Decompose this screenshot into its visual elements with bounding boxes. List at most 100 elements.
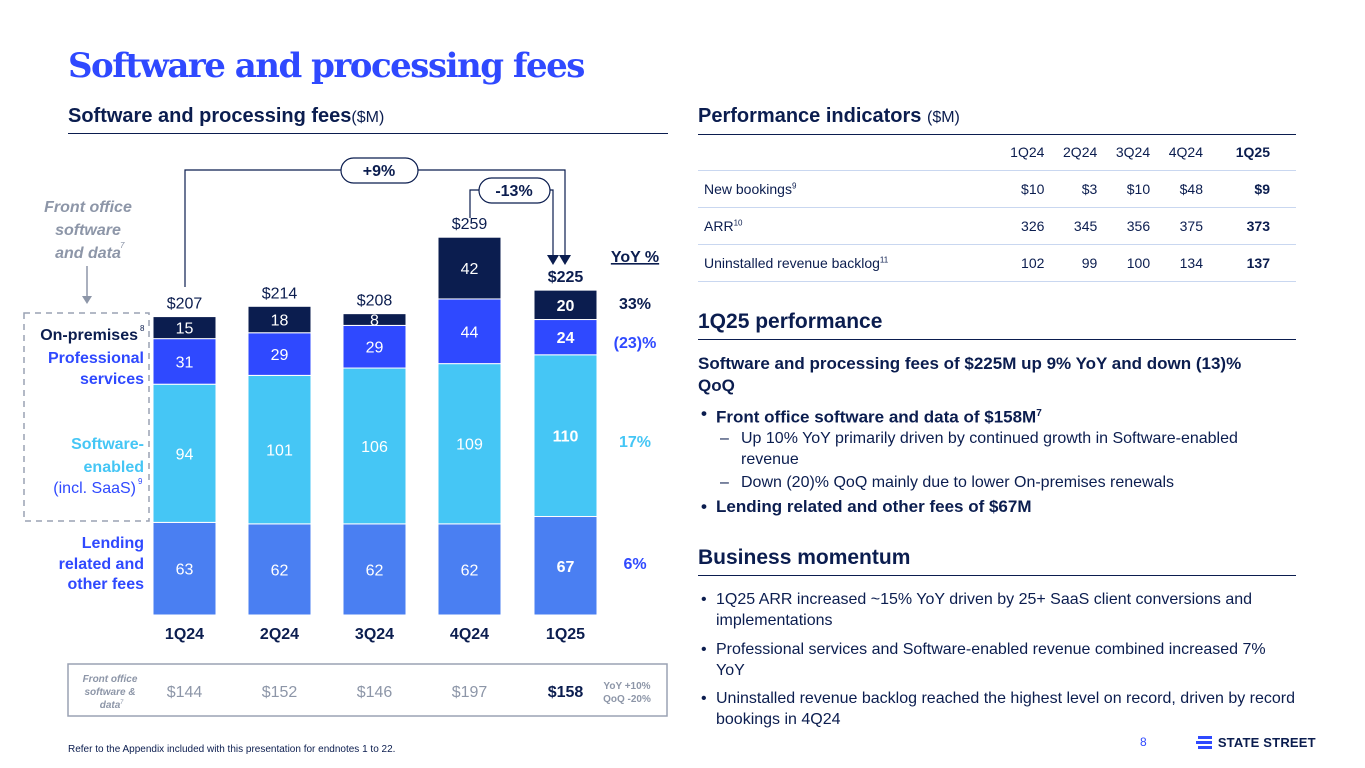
professional-services-segment-bar [533, 319, 598, 356]
on-premises-segment-bar [533, 289, 598, 321]
software-enabled-segment-bar [437, 363, 502, 525]
software-enabled-segment-bar [152, 383, 217, 523]
endnote-ref: 9 [791, 181, 797, 191]
lending-segment-bar [437, 523, 502, 616]
software-enabled-segment-bar [533, 354, 598, 518]
performance-heading: 1Q25 performance [698, 310, 883, 333]
front-office-row-box [67, 663, 668, 717]
on-premises-endnote: 8 [140, 324, 145, 333]
front-office-endnote: 7 [120, 241, 125, 250]
row-label-text: New bookings [704, 181, 792, 197]
front-office-row-endnote: 7 [120, 700, 124, 706]
performance-sub-1: Up 10% YoY primarily driven by continued… [741, 430, 1238, 468]
on-premises-segment-label: 42 [461, 261, 479, 278]
table-cell: 99 [1044, 244, 1098, 282]
momentum-item-1: 1Q25 ARR increased ~15% YoY driven by 25… [716, 591, 1253, 629]
lending-segment-label: 63 [176, 562, 194, 579]
lending-segment-label: 62 [271, 562, 289, 579]
bullet-dot: • [701, 497, 707, 516]
x-tick-label: 4Q24 [450, 626, 489, 643]
front-office-qoq: QoQ -20% [603, 694, 651, 705]
front-office-row-label: software & [84, 687, 135, 698]
table-header-cell: 3Q24 [1097, 134, 1151, 171]
performance-indicators-unit: ($M) [926, 109, 960, 126]
professional-services-segment-bar [437, 298, 502, 365]
software-enabled-segment-bar [247, 374, 312, 525]
on-premises-label: On-premises [40, 327, 138, 344]
row-label-text: ARR [704, 218, 734, 234]
performance-rule [698, 339, 1296, 340]
momentum-rule [698, 575, 1296, 576]
front-office-row-label: data [100, 700, 121, 711]
lending-segment-label: 62 [366, 562, 384, 579]
table-cell: $48 [1150, 170, 1203, 208]
table-top-rule [698, 134, 1296, 135]
lending-segment-bar [152, 521, 217, 616]
state-street-logo-icon [1196, 736, 1212, 749]
performance-indicators-title: Performance indicators [698, 105, 922, 127]
professional-services-segment-bar [342, 324, 407, 369]
yoy-callout-label: +9% [363, 163, 395, 180]
software-enabled-segment-label: 101 [266, 443, 293, 460]
bar-total-label: $214 [262, 285, 298, 302]
performance-bullet-2: Lending related and other fees of $67M [716, 497, 1032, 516]
on-premises-segment-label: 18 [271, 313, 289, 330]
x-tick-label: 2Q24 [260, 626, 299, 643]
professional-services-segment-label: 31 [176, 354, 194, 371]
yoy-arrowhead [559, 255, 571, 265]
table-cell: 137 [1202, 244, 1296, 282]
lending-label: other fees [68, 576, 145, 593]
front-office-row-label: Front office [83, 674, 138, 685]
sub-dash: – [720, 474, 729, 491]
performance-indicators-header: Performance indicators ($M) [698, 105, 960, 128]
yoy-value: 17% [619, 434, 651, 451]
software-enabled-segment-label: 94 [176, 446, 194, 463]
software-enabled-segment-label: 109 [456, 437, 483, 454]
page-title: Software and processing fees [68, 46, 585, 86]
row-label-text: Uninstalled revenue backlog [704, 255, 880, 271]
lending-segment-label: 62 [461, 562, 479, 579]
professional-services-segment-label: 29 [366, 340, 384, 357]
row-label: ARR10 [698, 207, 992, 245]
table-cell: $3 [1044, 170, 1098, 208]
momentum-item-2: Professional services and Software-enabl… [716, 641, 1266, 679]
bar-total-label: $225 [548, 269, 584, 286]
chart-section-unit: ($M) [351, 109, 385, 126]
on-premises-segment-bar [437, 236, 502, 300]
software-enabled-label: enabled [84, 459, 144, 476]
table-row: Uninstalled revenue backlog11 102 99 100… [698, 244, 1296, 282]
professional-services-label: Professional [48, 350, 144, 367]
table-cell: $10 [991, 170, 1045, 208]
table-header-row: 1Q24 2Q24 3Q24 4Q24 1Q25 [698, 134, 1296, 171]
chart-section-title: Software and processing fees [68, 105, 352, 127]
row-label: Uninstalled revenue backlog11 [698, 244, 992, 282]
software-enabled-segment-bar [342, 367, 407, 525]
table-cell: 356 [1097, 207, 1151, 245]
bullet-dot: • [701, 591, 707, 608]
table-cell: 100 [1097, 244, 1151, 282]
chart-section-header: Software and processing fees($M) [68, 105, 384, 128]
professional-services-segment-label: 24 [557, 330, 575, 347]
bar-total-label: $208 [357, 293, 393, 310]
lending-segment-bar [342, 523, 407, 616]
front-office-yoy: YoY +10% [603, 681, 650, 692]
on-premises-segment-label: 15 [176, 321, 194, 338]
professional-services-segment-label: 44 [461, 324, 479, 341]
qoq-callout-pill [478, 177, 551, 204]
table-cell: 373 [1202, 207, 1296, 245]
table-header-cell [698, 134, 992, 171]
lending-segment-label: 67 [557, 559, 575, 576]
performance-lead: Software and processing fees of $225M up… [698, 354, 1242, 395]
endnote-ref: 7 [1036, 408, 1042, 419]
front-office-label: and data [55, 245, 121, 262]
table-row: New bookings9 $10 $3 $10 $48 $9 [698, 170, 1296, 208]
momentum-heading: Business momentum [698, 546, 911, 569]
row-label: New bookings9 [698, 170, 992, 208]
sub-dash: – [720, 430, 729, 447]
front-office-row-value: $152 [262, 684, 298, 701]
bar-total-label: $207 [167, 296, 203, 313]
table-header-cell: 2Q24 [1044, 134, 1098, 171]
table-cell: $9 [1202, 170, 1296, 208]
momentum-item-3: Uninstalled revenue backlog reached the … [716, 690, 1296, 728]
front-office-dashed-box [23, 312, 150, 522]
